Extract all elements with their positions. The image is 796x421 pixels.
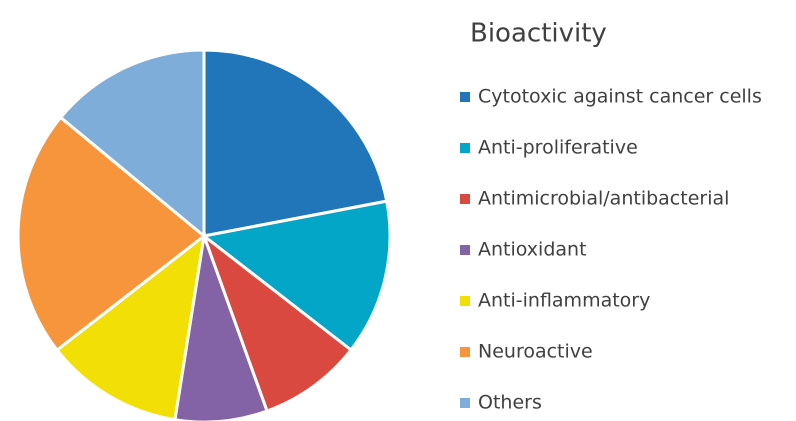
pie-slice	[202, 48, 389, 238]
legend-swatch	[460, 92, 470, 102]
legend-swatch	[460, 296, 470, 306]
pie-slice	[200, 231, 354, 413]
legend-label: Anti-proliferative	[478, 137, 638, 159]
pie-slice	[200, 199, 392, 353]
legend-label: Antioxidant	[478, 239, 587, 261]
pie-slice	[58, 48, 206, 240]
legend-swatch	[460, 245, 470, 255]
legend-label: Others	[478, 392, 542, 414]
legend-swatch	[460, 194, 470, 204]
legend-label: Antimicrobial/antibacterial	[478, 188, 729, 210]
legend-label: Neuroactive	[478, 341, 593, 363]
legend-swatch	[460, 143, 470, 153]
legend-label: Anti-inflammatory	[478, 290, 650, 312]
legend-label: Cytotoxic against cancer cells	[478, 86, 762, 108]
legend-swatch	[460, 398, 470, 408]
pie-slice	[16, 115, 207, 353]
legend-swatch	[460, 347, 470, 357]
chart-title: Bioactivity	[470, 19, 607, 49]
pie-slice	[54, 232, 207, 421]
